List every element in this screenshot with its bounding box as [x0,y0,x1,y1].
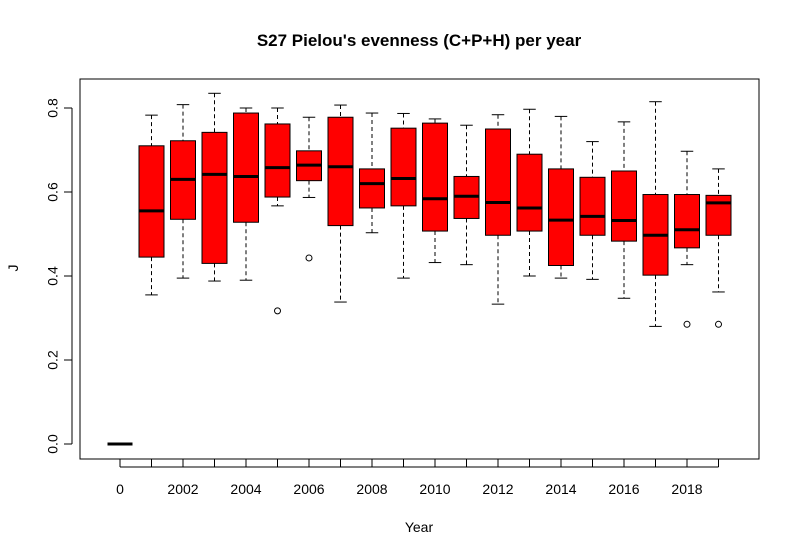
x-tick-label: 2014 [545,481,576,497]
box-2015 [579,141,606,280]
iqr-box [390,127,417,207]
box-2004 [233,107,259,281]
x-tick-label: 2010 [419,481,450,497]
iqr-box [264,123,291,198]
outlier-point [683,320,691,328]
box-2007 [327,104,354,303]
boxes-group [107,92,732,446]
x-tick-label: 2004 [230,481,261,497]
iqr-box [548,168,574,266]
outlier-point [274,307,281,315]
box-2018 [674,150,700,328]
x-axis: 0 2002 2004 2006 2008 2010 2012 2014 2016 2018 [116,459,719,497]
y-tick-label: 0.6 [45,182,61,202]
x-tick-label: 0 [116,481,124,497]
box-2005 [264,107,291,315]
outlier-point [305,254,313,262]
chart-title: S27 Pielou's evenness (C+P+H) per year [257,31,582,50]
iqr-box [579,176,606,236]
box-2010 [422,118,448,264]
x-axis-label: Year [405,519,434,535]
box-2003 [201,92,228,282]
x-tick-label: 2018 [671,481,702,497]
iqr-box [674,194,700,249]
iqr-box [422,122,448,232]
box-2014 [548,115,574,279]
x-tick-label: 2008 [356,481,387,497]
x-tick-label: 2006 [293,481,324,497]
box-2012 [485,114,511,305]
box-2017 [642,101,669,327]
iqr-box [485,128,511,236]
box-2006 [296,116,322,262]
y-tick-label: 0.2 [45,350,61,370]
x-tick-label: 2012 [482,481,513,497]
iqr-box [516,153,543,232]
iqr-box [705,194,732,236]
x-tick-label: 2002 [167,481,198,497]
box-2008 [359,112,385,234]
x-tick-label: 2016 [608,481,639,497]
box-2002 [170,104,196,279]
box-2019 [705,168,732,328]
y-axis: 0.0 0.2 0.4 0.6 0.8 [45,98,73,454]
plot-frame [79,78,760,460]
iqr-box [138,145,165,258]
box-2009 [390,112,417,279]
iqr-box [201,131,228,264]
box-2016 [611,121,637,299]
iqr-box [611,170,637,242]
y-tick-label: 0.8 [45,98,61,118]
box-2011 [453,124,480,266]
y-tick-label: 0.4 [45,266,61,286]
iqr-box [327,116,354,227]
iqr-box [359,168,385,209]
outlier-point [715,320,722,328]
box-2001 [138,114,165,296]
iqr-box [233,112,259,223]
y-axis-label: J [5,265,21,272]
y-tick-label: 0.0 [45,434,61,454]
box-2013 [516,108,543,277]
